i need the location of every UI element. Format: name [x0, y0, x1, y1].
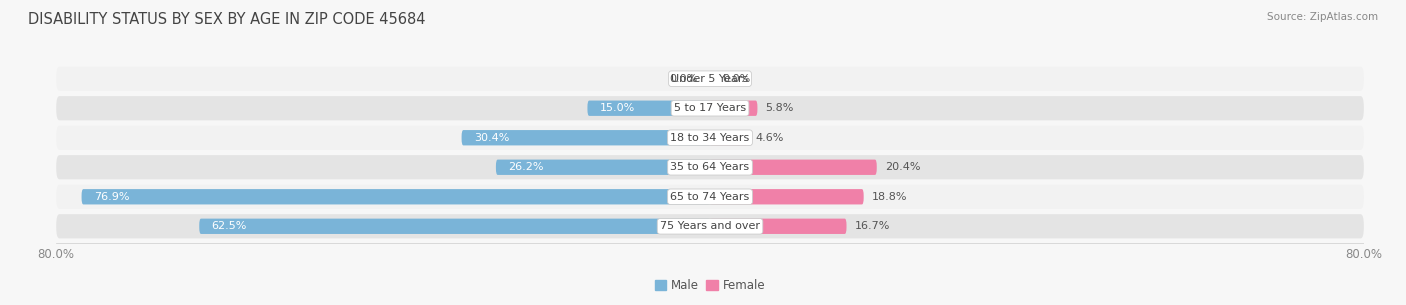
- Text: 15.0%: 15.0%: [600, 103, 636, 113]
- FancyBboxPatch shape: [56, 96, 1364, 120]
- Text: 18.8%: 18.8%: [872, 192, 907, 202]
- Text: 75 Years and over: 75 Years and over: [659, 221, 761, 231]
- Text: Under 5 Years: Under 5 Years: [672, 74, 748, 84]
- FancyBboxPatch shape: [56, 126, 1364, 150]
- FancyBboxPatch shape: [56, 185, 1364, 209]
- FancyBboxPatch shape: [200, 219, 710, 234]
- FancyBboxPatch shape: [710, 189, 863, 204]
- FancyBboxPatch shape: [710, 160, 877, 175]
- FancyBboxPatch shape: [56, 66, 1364, 91]
- FancyBboxPatch shape: [82, 189, 710, 204]
- Text: 4.6%: 4.6%: [756, 133, 785, 143]
- Text: 5.8%: 5.8%: [766, 103, 794, 113]
- FancyBboxPatch shape: [710, 101, 758, 116]
- FancyBboxPatch shape: [56, 155, 1364, 179]
- FancyBboxPatch shape: [56, 214, 1364, 239]
- FancyBboxPatch shape: [710, 219, 846, 234]
- Text: 16.7%: 16.7%: [855, 221, 890, 231]
- Text: 65 to 74 Years: 65 to 74 Years: [671, 192, 749, 202]
- Text: 76.9%: 76.9%: [94, 192, 129, 202]
- Text: 30.4%: 30.4%: [474, 133, 509, 143]
- FancyBboxPatch shape: [710, 130, 748, 145]
- Text: 0.0%: 0.0%: [669, 74, 697, 84]
- FancyBboxPatch shape: [496, 160, 710, 175]
- Text: 26.2%: 26.2%: [508, 162, 544, 172]
- FancyBboxPatch shape: [588, 101, 710, 116]
- Legend: Male, Female: Male, Female: [650, 274, 770, 297]
- Text: 35 to 64 Years: 35 to 64 Years: [671, 162, 749, 172]
- Text: DISABILITY STATUS BY SEX BY AGE IN ZIP CODE 45684: DISABILITY STATUS BY SEX BY AGE IN ZIP C…: [28, 12, 426, 27]
- Text: 18 to 34 Years: 18 to 34 Years: [671, 133, 749, 143]
- Text: 0.0%: 0.0%: [723, 74, 751, 84]
- Text: Source: ZipAtlas.com: Source: ZipAtlas.com: [1267, 12, 1378, 22]
- Text: 62.5%: 62.5%: [211, 221, 247, 231]
- FancyBboxPatch shape: [461, 130, 710, 145]
- Text: 20.4%: 20.4%: [884, 162, 921, 172]
- Text: 5 to 17 Years: 5 to 17 Years: [673, 103, 747, 113]
